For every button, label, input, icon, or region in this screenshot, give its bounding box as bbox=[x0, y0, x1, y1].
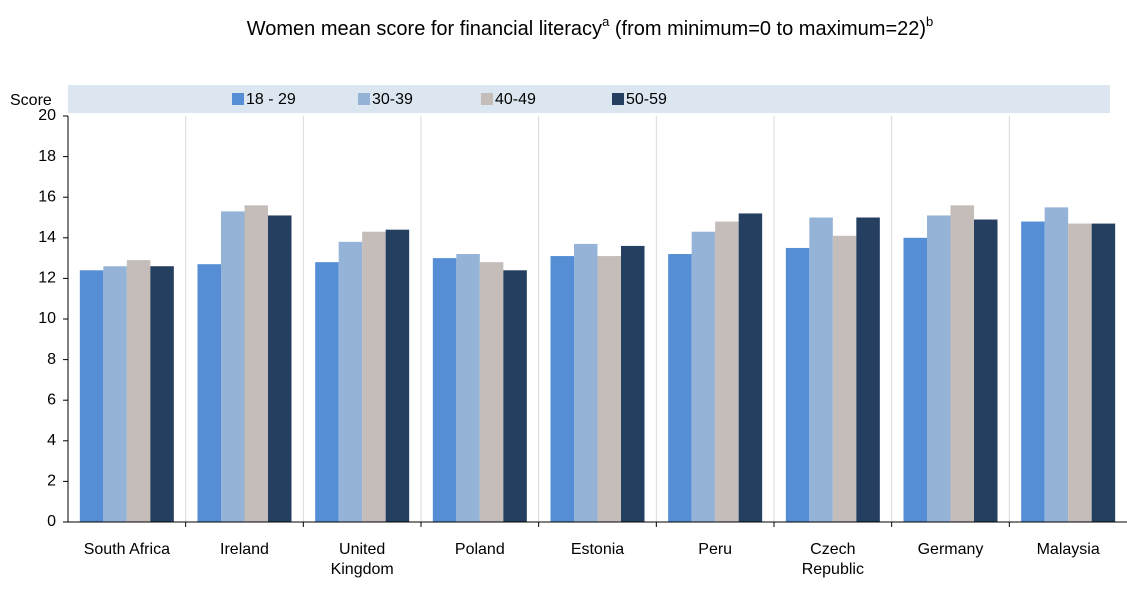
y-tick-label: 14 bbox=[38, 229, 56, 246]
y-tick-label: 16 bbox=[38, 188, 56, 205]
bar bbox=[809, 217, 833, 522]
bar bbox=[221, 211, 245, 522]
bar bbox=[691, 231, 716, 522]
bar bbox=[126, 260, 151, 522]
bar bbox=[1021, 221, 1045, 522]
x-tick-label: Ireland bbox=[220, 541, 269, 558]
bar bbox=[715, 221, 739, 522]
bar bbox=[197, 264, 221, 522]
y-tick-label: 0 bbox=[47, 513, 56, 530]
bar bbox=[574, 243, 598, 522]
x-tick-label: Germany bbox=[918, 541, 984, 558]
legend-swatch bbox=[612, 93, 624, 105]
bar bbox=[950, 205, 974, 522]
legend-label: 30-39 bbox=[372, 91, 413, 108]
bar bbox=[974, 219, 998, 522]
x-tick-label-line: United bbox=[339, 541, 385, 558]
legend-swatch bbox=[481, 93, 493, 105]
bar bbox=[668, 254, 692, 523]
x-tick-label: Peru bbox=[698, 541, 732, 558]
bar bbox=[1091, 223, 1116, 522]
bar bbox=[150, 266, 174, 522]
bar bbox=[550, 256, 574, 522]
bar bbox=[385, 229, 410, 522]
bar bbox=[621, 245, 645, 523]
bar bbox=[268, 215, 292, 522]
x-tick-label: United Kingdom bbox=[331, 541, 394, 578]
legend-label: 18 - 29 bbox=[246, 91, 296, 108]
x-tick-label-line: Kingdom bbox=[331, 561, 394, 578]
legend-band bbox=[68, 85, 1110, 113]
legend-label: 40-49 bbox=[495, 91, 536, 108]
legend-swatch bbox=[232, 93, 244, 105]
bar bbox=[1044, 207, 1069, 522]
y-tick-label: 18 bbox=[38, 148, 56, 165]
bar bbox=[1068, 223, 1092, 522]
bar bbox=[927, 215, 951, 522]
bar bbox=[456, 254, 480, 523]
y-tick-label: 10 bbox=[38, 310, 56, 327]
y-tick-label: 6 bbox=[47, 391, 56, 408]
bar bbox=[315, 262, 339, 522]
bar bbox=[903, 237, 927, 523]
x-tick-label-line: Czech bbox=[810, 541, 855, 558]
bar bbox=[785, 247, 810, 522]
bar bbox=[432, 258, 457, 522]
x-tick-label-line: Republic bbox=[802, 561, 864, 578]
legend-swatch bbox=[358, 93, 370, 105]
bar bbox=[856, 217, 880, 522]
bar bbox=[597, 256, 621, 522]
bar bbox=[503, 270, 527, 522]
y-tick-label: 12 bbox=[38, 270, 56, 287]
bar bbox=[103, 266, 127, 522]
x-tick-label: South Africa bbox=[84, 541, 170, 558]
x-tick-label: Poland bbox=[455, 541, 505, 558]
bar bbox=[244, 205, 268, 522]
y-tick-label: 20 bbox=[38, 107, 56, 124]
x-tick-label: Czech Republic bbox=[802, 541, 864, 578]
bar bbox=[832, 235, 857, 522]
x-tick-label: Malaysia bbox=[1037, 541, 1100, 558]
y-tick-label: 8 bbox=[47, 351, 56, 368]
y-tick-label: 4 bbox=[47, 432, 56, 449]
x-tick-label: Estonia bbox=[571, 541, 624, 558]
bar bbox=[338, 241, 363, 523]
y-tick-label: 2 bbox=[47, 473, 56, 490]
legend-label: 50-59 bbox=[626, 91, 667, 108]
bar bbox=[79, 270, 104, 522]
bar bbox=[362, 231, 386, 522]
y-axis-label: Score bbox=[10, 92, 52, 109]
bar bbox=[479, 262, 504, 522]
chart-title: Women mean score for financial literacya… bbox=[247, 14, 934, 40]
bar bbox=[738, 213, 763, 522]
